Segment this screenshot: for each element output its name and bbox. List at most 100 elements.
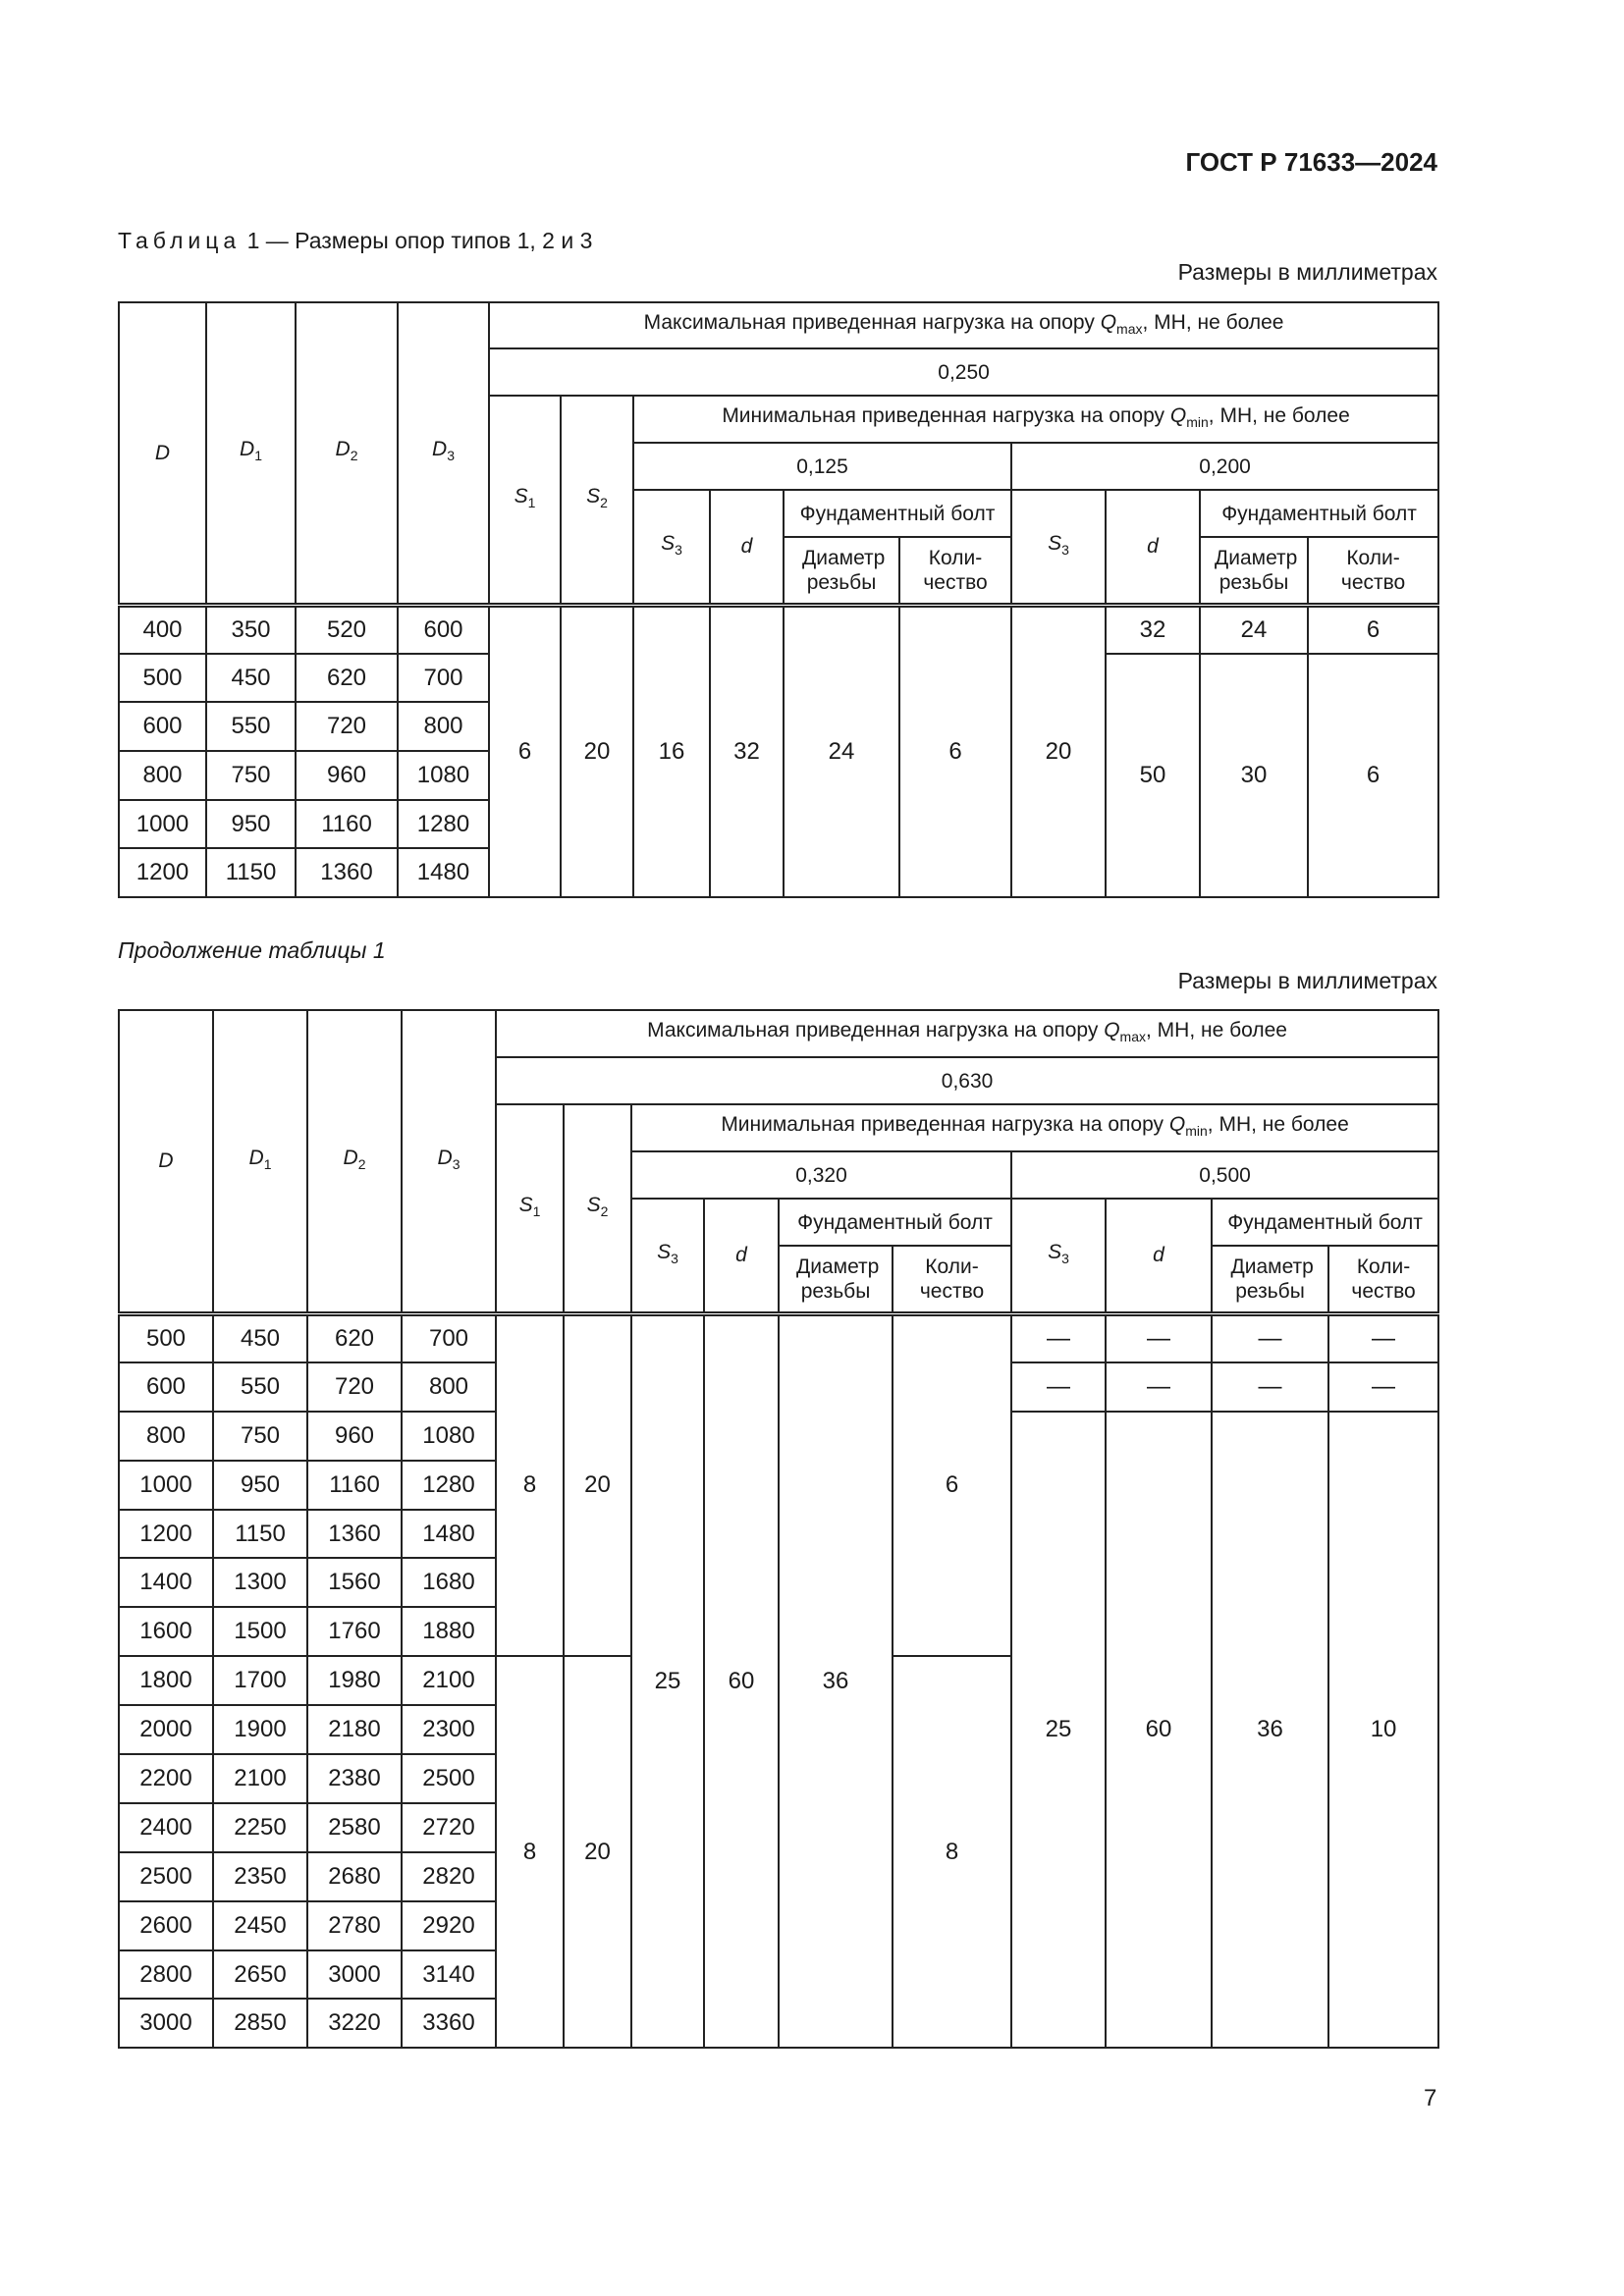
cell-dim-0: 1000 [118, 798, 207, 850]
cell-value: 8 [892, 1655, 1012, 2050]
cell-dim-2: 1160 [295, 798, 399, 850]
cell-dim-2: 2780 [306, 1899, 403, 1951]
units-note: Размеры в миллиметрах [1177, 259, 1437, 285]
cell-dim-3: 2300 [401, 1704, 497, 1756]
cell-dim-1: 2450 [212, 1899, 308, 1951]
cell-dim-3: 3140 [401, 1949, 497, 2001]
header-bolt: Фундаментный болт [1198, 489, 1440, 538]
cell-dim-0: 600 [118, 701, 207, 753]
cell-value: 36 [1211, 1410, 1329, 2050]
cell-dim-3: 1480 [397, 847, 490, 899]
header-D1: D1 [212, 1009, 308, 1314]
header-D: D [118, 1009, 214, 1314]
table-row: 400 350 520 600 6 20 16 32 24 6 20 32 24 6 [118, 602, 1440, 899]
cell-dim-0: 500 [118, 1310, 214, 1363]
cell-dim-2: 960 [295, 750, 399, 801]
qmax-value: 0,250 [487, 347, 1440, 397]
caption-prefix: Таблица [118, 228, 242, 253]
table-row: 800 750 960 1080 25 60 36 10 [118, 1410, 1440, 2050]
header-bolt: Фундаментный болт [778, 1198, 1012, 1247]
cell-dim-1: 2100 [212, 1753, 308, 1804]
cell-dim-2: 620 [306, 1310, 403, 1363]
cell-value: — [1010, 1310, 1107, 1363]
table-row: 2200 2100 2380 2500 [118, 1753, 1438, 1804]
cell-dim-2: 960 [306, 1410, 403, 1462]
header-D3: D3 [401, 1009, 497, 1314]
header-qmin: Минимальная приведенная нагрузка на опор… [631, 395, 1440, 444]
cell-dim-0: 1400 [118, 1557, 214, 1609]
table-row: 1000 950 1160 1280 [118, 798, 1438, 850]
header-S2: S2 [563, 1103, 632, 1314]
header-S1: S1 [488, 395, 562, 606]
cell-value: 60 [703, 1310, 780, 2050]
table-row: 600 550 720 800 [118, 701, 1438, 753]
cell-dim-1: 550 [205, 701, 297, 753]
header-S1: S1 [495, 1103, 565, 1314]
header-D2: D2 [306, 1009, 403, 1314]
table-row: 1200 1150 1360 1480 [118, 847, 1438, 899]
cell-dim-1: 2350 [212, 1850, 308, 1902]
header-thread-diameter: Диаметр резьбы [778, 1245, 893, 1314]
cell-dim-0: 500 [118, 652, 207, 704]
cell-dim-2: 2680 [306, 1850, 403, 1902]
qmin-value-2: 0,200 [1009, 442, 1440, 491]
cell-dim-2: 2180 [306, 1704, 403, 1756]
header-S3: S3 [632, 489, 711, 606]
header-d: d [1105, 1198, 1213, 1314]
header-thread-diameter: Диаметр резьбы [783, 536, 900, 606]
header-D2: D2 [295, 301, 399, 606]
cell-dim-2: 2380 [306, 1753, 403, 1804]
cell-value: — [1010, 1361, 1107, 1413]
cell-dim-1: 350 [205, 602, 297, 655]
table-1: D D1 D2 D3 Максимальная приведенная нагр… [118, 301, 1440, 899]
cell-dim-3: 1880 [401, 1606, 497, 1658]
cell-dim-1: 2650 [212, 1949, 308, 2001]
table-row: 2600 2450 2780 2920 [118, 1899, 1438, 1951]
cell-dim-2: 720 [306, 1361, 403, 1413]
cell-dim-0: 1000 [118, 1459, 214, 1511]
header-D1: D1 [205, 301, 297, 606]
cell-value: 30 [1199, 652, 1309, 899]
cell-dim-1: 550 [212, 1361, 308, 1413]
cell-dim-3: 2720 [401, 1801, 497, 1853]
header-S3: S3 [1010, 1198, 1107, 1314]
header-qmax: Максимальная приведенная нагрузка на опо… [494, 1009, 1440, 1058]
qmin-value-2: 0,500 [1009, 1150, 1440, 1200]
cell-dim-0: 2800 [118, 1949, 214, 2001]
cell-dim-3: 2920 [401, 1899, 497, 1951]
cell-dim-3: 800 [401, 1361, 497, 1413]
cell-value: 16 [632, 602, 711, 899]
cell-dim-1: 2850 [212, 1998, 308, 2050]
header-quantity: Коли-чество [1326, 1245, 1440, 1314]
cell-dim-3: 3360 [401, 1998, 497, 2050]
table-row: 1600 1500 1760 1880 [118, 1606, 1438, 1658]
cell-dim-2: 620 [295, 652, 399, 704]
cell-dim-1: 1900 [212, 1704, 308, 1756]
cell-value: 24 [1199, 602, 1309, 655]
cell-dim-2: 3220 [306, 1998, 403, 2050]
cell-dim-1: 450 [205, 652, 297, 704]
cell-dim-2: 1360 [295, 847, 399, 899]
cell-dim-3: 1680 [401, 1557, 497, 1609]
cell-dim-1: 1300 [212, 1557, 308, 1609]
table-row: 1800 1700 1980 2100 8 20 8 [118, 1655, 1438, 2050]
cell-dim-1: 750 [205, 750, 297, 801]
cell-dim-0: 800 [118, 750, 207, 801]
header-quantity: Коли-чество [898, 536, 1012, 606]
cell-dim-3: 1280 [397, 798, 490, 850]
cell-value: 36 [778, 1310, 893, 2050]
table-row: 3000 2850 3220 3360 [118, 1998, 1438, 2050]
cell-dim-1: 2250 [212, 1801, 308, 1853]
qmin-value-1: 0,125 [632, 442, 1012, 491]
cell-value: — [1326, 1361, 1440, 1413]
table-row: 1200 1150 1360 1480 [118, 1508, 1438, 1560]
cell-value: 6 [1306, 602, 1440, 655]
cell-dim-2: 2580 [306, 1801, 403, 1853]
cell-value: 6 [488, 602, 562, 899]
cell-dim-0: 600 [118, 1361, 214, 1413]
header-bolt: Фундаментный болт [783, 489, 1012, 538]
cell-dim-1: 950 [212, 1459, 308, 1511]
header-thread-diameter: Диаметр резьбы [1211, 1245, 1329, 1314]
cell-dim-2: 520 [295, 602, 399, 655]
cell-dim-3: 800 [397, 701, 490, 753]
